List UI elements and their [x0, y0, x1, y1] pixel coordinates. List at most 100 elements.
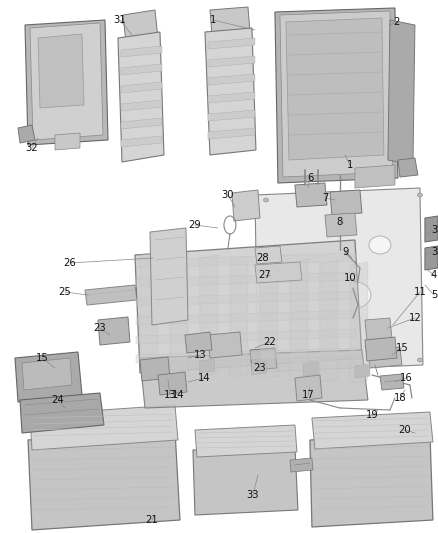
Polygon shape: [368, 347, 402, 368]
Text: 22: 22: [264, 337, 276, 347]
Text: 14: 14: [172, 390, 184, 400]
Text: 23: 23: [94, 323, 106, 333]
Text: 14: 14: [198, 373, 210, 383]
Polygon shape: [140, 350, 368, 408]
Polygon shape: [20, 393, 104, 433]
Text: 3: 3: [431, 247, 437, 257]
Text: 15: 15: [396, 343, 408, 353]
Polygon shape: [355, 364, 370, 378]
Polygon shape: [135, 240, 362, 373]
Text: 21: 21: [145, 515, 159, 525]
Polygon shape: [425, 246, 438, 270]
Text: 18: 18: [394, 393, 406, 403]
Polygon shape: [136, 329, 356, 344]
Text: 3: 3: [431, 225, 437, 235]
Polygon shape: [121, 118, 162, 129]
Text: 20: 20: [399, 425, 411, 435]
Polygon shape: [250, 348, 277, 370]
Polygon shape: [330, 190, 362, 215]
Polygon shape: [148, 358, 163, 372]
Text: 17: 17: [302, 390, 314, 400]
Text: 30: 30: [222, 190, 234, 200]
Text: 16: 16: [399, 373, 412, 383]
Polygon shape: [150, 228, 188, 325]
Polygon shape: [208, 92, 255, 103]
Text: 25: 25: [59, 287, 71, 297]
Polygon shape: [290, 259, 308, 380]
Ellipse shape: [369, 236, 391, 254]
Polygon shape: [22, 358, 72, 390]
Polygon shape: [312, 412, 433, 449]
Polygon shape: [210, 7, 250, 35]
Text: 2: 2: [394, 17, 400, 27]
Polygon shape: [193, 445, 298, 515]
Polygon shape: [380, 374, 404, 390]
Polygon shape: [195, 425, 297, 457]
Text: 1: 1: [210, 15, 216, 25]
Text: 6: 6: [307, 173, 313, 183]
Polygon shape: [30, 23, 103, 140]
Polygon shape: [118, 32, 164, 162]
Polygon shape: [230, 256, 248, 377]
Polygon shape: [123, 10, 158, 42]
Polygon shape: [280, 11, 393, 177]
Polygon shape: [232, 190, 260, 221]
Ellipse shape: [288, 260, 326, 290]
Polygon shape: [121, 136, 162, 147]
Polygon shape: [398, 158, 418, 177]
Polygon shape: [388, 20, 415, 165]
Text: 15: 15: [35, 353, 48, 363]
Polygon shape: [355, 165, 395, 188]
Polygon shape: [30, 405, 178, 450]
Polygon shape: [208, 74, 255, 85]
Polygon shape: [208, 128, 255, 139]
Text: 12: 12: [409, 313, 421, 323]
Ellipse shape: [417, 193, 422, 197]
Polygon shape: [136, 253, 356, 268]
Text: 29: 29: [189, 220, 201, 230]
Polygon shape: [55, 133, 80, 150]
Polygon shape: [15, 352, 82, 402]
Polygon shape: [260, 258, 278, 379]
Polygon shape: [255, 262, 302, 283]
Text: 13: 13: [164, 390, 176, 400]
Text: 23: 23: [254, 363, 266, 373]
Polygon shape: [365, 337, 397, 361]
Polygon shape: [85, 285, 137, 305]
Polygon shape: [121, 64, 162, 75]
Text: 10: 10: [344, 273, 356, 283]
Polygon shape: [121, 46, 162, 57]
Polygon shape: [98, 317, 130, 345]
Text: 5: 5: [431, 290, 437, 300]
Polygon shape: [185, 332, 212, 353]
Polygon shape: [200, 359, 215, 373]
Text: 7: 7: [322, 193, 328, 203]
Polygon shape: [325, 213, 357, 237]
Polygon shape: [121, 100, 162, 111]
Ellipse shape: [272, 358, 277, 362]
Polygon shape: [208, 110, 255, 121]
Polygon shape: [136, 272, 356, 287]
Polygon shape: [365, 318, 392, 340]
Text: 9: 9: [343, 247, 349, 257]
Text: 26: 26: [64, 258, 76, 268]
Ellipse shape: [263, 198, 268, 202]
Text: 1: 1: [347, 160, 353, 170]
Text: 28: 28: [257, 253, 269, 263]
Text: 4: 4: [431, 270, 437, 280]
Polygon shape: [286, 18, 384, 160]
Text: 27: 27: [258, 270, 271, 280]
Polygon shape: [136, 310, 356, 325]
Polygon shape: [290, 458, 313, 472]
Polygon shape: [140, 252, 158, 373]
Polygon shape: [205, 28, 256, 155]
Polygon shape: [136, 291, 356, 306]
Polygon shape: [38, 34, 84, 108]
Polygon shape: [28, 430, 180, 530]
Polygon shape: [303, 362, 318, 376]
Text: 31: 31: [114, 15, 126, 25]
Polygon shape: [170, 253, 188, 374]
Polygon shape: [425, 216, 438, 242]
Text: 11: 11: [413, 287, 426, 297]
Text: 8: 8: [337, 217, 343, 227]
